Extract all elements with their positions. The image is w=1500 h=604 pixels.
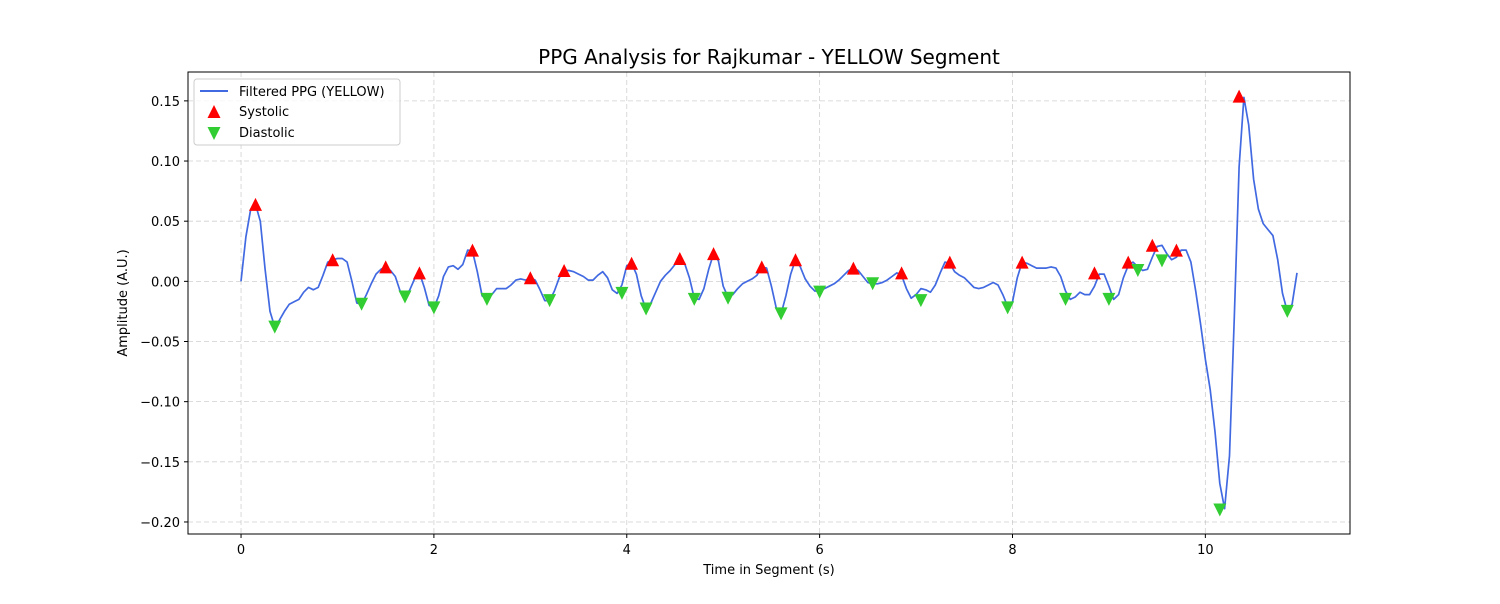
x-tick-label: 0 (237, 543, 245, 558)
legend-label-systolic: Systolic (239, 105, 289, 120)
systolic-marker (1087, 266, 1101, 280)
y-axis-label: Amplitude (A.U.) (116, 249, 131, 356)
diastolic-marker (721, 291, 735, 305)
diastolic-marker (639, 302, 653, 316)
systolic-marker (557, 264, 571, 278)
x-tick-label: 10 (1197, 543, 1214, 558)
legend-box (193, 78, 401, 146)
systolic-marker (755, 260, 769, 274)
diastolic-marker (615, 286, 629, 300)
y-axis-ticks: −0.20 −0.15 −0.10 −0.05 0.00 0.05 0.10 0.15 (140, 95, 188, 531)
x-tick-label: 4 (623, 543, 631, 558)
x-tick-label: 6 (815, 543, 823, 558)
systolic-marker (789, 253, 803, 267)
diastolic-marker (687, 292, 701, 306)
y-tick-label: −0.05 (140, 336, 180, 351)
systolic-marker (625, 256, 639, 270)
diastolic-marker (355, 297, 369, 311)
systolic-marker (412, 266, 426, 280)
systolic-marker (379, 260, 393, 274)
systolic-marker (1015, 255, 1029, 269)
diastolic-marker (1102, 292, 1116, 306)
diastolic-marker (914, 294, 928, 308)
systolic-marker (846, 261, 860, 275)
systolic-marker (465, 243, 479, 257)
legend-systolic-marker (207, 105, 221, 118)
diastolic-marker (1059, 292, 1073, 306)
systolic-marker (943, 255, 957, 269)
y-tick-label: 0.05 (151, 215, 180, 230)
x-axis-ticks: 0 2 4 6 8 10 (237, 534, 1214, 558)
systolic-marker (1121, 255, 1135, 269)
diastolic-marker (1155, 254, 1169, 268)
diastolic-marker (1001, 301, 1015, 315)
diastolic-marker (398, 290, 412, 304)
legend-label-filtered: Filtered PPG (YELLOW) (239, 85, 385, 100)
systolic-marker (1169, 243, 1183, 257)
systolic-marker (249, 197, 263, 211)
y-tick-label: −0.20 (140, 516, 180, 531)
diastolic-marker (427, 301, 441, 315)
y-tick-label: 0.00 (151, 275, 180, 290)
legend-diastolic-marker (207, 127, 221, 140)
y-tick-label: −0.15 (140, 456, 180, 471)
x-axis-label: Time in Segment (s) (702, 563, 834, 578)
diastolic-marker (1280, 304, 1294, 318)
diastolic-marker (1131, 264, 1145, 278)
systolic-marker (707, 247, 721, 261)
diastolic-marker (268, 320, 282, 334)
plot-area (240, 89, 1298, 517)
diastolic-marker (774, 307, 788, 321)
x-tick-label: 8 (1008, 543, 1016, 558)
y-tick-label: 0.10 (151, 155, 180, 170)
grid (188, 72, 1350, 534)
x-tick-label: 2 (430, 543, 438, 558)
legend-label-diastolic: Diastolic (239, 126, 295, 141)
diastolic-marker (866, 277, 880, 291)
diastolic-marker (813, 285, 827, 299)
y-tick-label: −0.10 (140, 396, 180, 411)
diastolic-marker (480, 292, 494, 306)
systolic-marker (895, 266, 909, 280)
systolic-marker (673, 251, 687, 265)
systolic-marker (1145, 238, 1159, 252)
diastolic-marker (1213, 503, 1227, 517)
systolic-marker (1232, 89, 1246, 103)
systolic-marker (523, 271, 537, 285)
y-tick-label: 0.15 (151, 95, 180, 110)
legend: Filtered PPG (YELLOW) Systolic Diastolic (193, 78, 401, 146)
systolic-marker (326, 253, 340, 267)
axes-frame (187, 71, 1351, 535)
diastolic-marker (543, 294, 557, 308)
chart-title: PPG Analysis for Rajkumar - YELLOW Segme… (538, 45, 1000, 69)
